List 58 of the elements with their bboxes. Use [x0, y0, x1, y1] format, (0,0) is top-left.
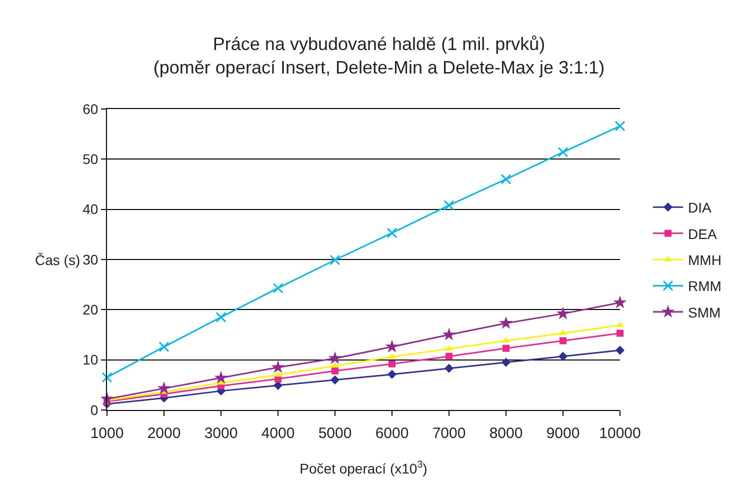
point	[388, 360, 396, 368]
x-tick-label: 8000	[489, 425, 523, 442]
y-tick-label: 20	[82, 302, 98, 318]
legend-label: RMM	[688, 278, 722, 294]
point	[560, 337, 566, 344]
x-tick-label: 2000	[147, 425, 181, 442]
x-tick-label: 5000	[318, 425, 352, 442]
point	[272, 282, 284, 294]
chart-title: Práce na vybudované haldě (1 mil. prvků)	[212, 34, 546, 54]
x-axis-title: Počet operací (x10$^{3}$)	[300, 459, 428, 476]
point	[273, 380, 283, 390]
point	[157, 381, 171, 394]
point	[328, 351, 342, 364]
x-tick-label: 3000	[204, 425, 238, 442]
y-tick-label: 0	[90, 402, 98, 418]
point	[613, 296, 627, 308]
x-tick-label: 9000	[546, 425, 580, 442]
point	[558, 352, 568, 361]
point	[385, 340, 399, 352]
point	[446, 352, 452, 360]
chart-subtitle: (poměr operací Insert, Delete-Min a Delete-Max je 3:1:1)	[153, 57, 605, 78]
y-axis-title: Čas (s)	[35, 252, 80, 268]
point	[499, 316, 513, 329]
point	[330, 375, 340, 384]
point	[158, 342, 170, 352]
legend-label: DIA	[688, 200, 712, 216]
point	[558, 146, 568, 158]
y-tick-label: 50	[82, 151, 98, 168]
y-tick-label: 10	[82, 352, 98, 368]
legend-label: MMH	[688, 252, 722, 268]
y-tick-label: 40	[82, 201, 98, 218]
point	[501, 358, 511, 367]
legend-label: SMM	[688, 304, 721, 320]
point	[216, 312, 226, 322]
point	[444, 364, 454, 373]
point	[500, 174, 512, 184]
point	[616, 330, 624, 337]
point	[332, 367, 338, 374]
y-tick-label: 60	[82, 100, 98, 117]
legend-label: DEA	[688, 226, 718, 242]
point	[444, 200, 454, 211]
x-tick-label: 6000	[375, 425, 409, 442]
point	[214, 370, 228, 384]
point	[102, 372, 112, 383]
x-tick-label: 1000	[90, 425, 124, 442]
point	[387, 370, 397, 379]
point	[386, 228, 398, 238]
point	[330, 254, 340, 266]
point	[271, 360, 285, 374]
point	[502, 344, 510, 352]
point	[556, 306, 570, 320]
x-tick-label: 7000	[432, 425, 466, 442]
point	[614, 120, 626, 132]
y-tick-label: 30	[82, 251, 98, 268]
x-tick-label: 10000	[599, 425, 641, 442]
point	[442, 328, 456, 340]
point	[615, 346, 625, 355]
x-tick-label: 4000	[261, 425, 295, 442]
